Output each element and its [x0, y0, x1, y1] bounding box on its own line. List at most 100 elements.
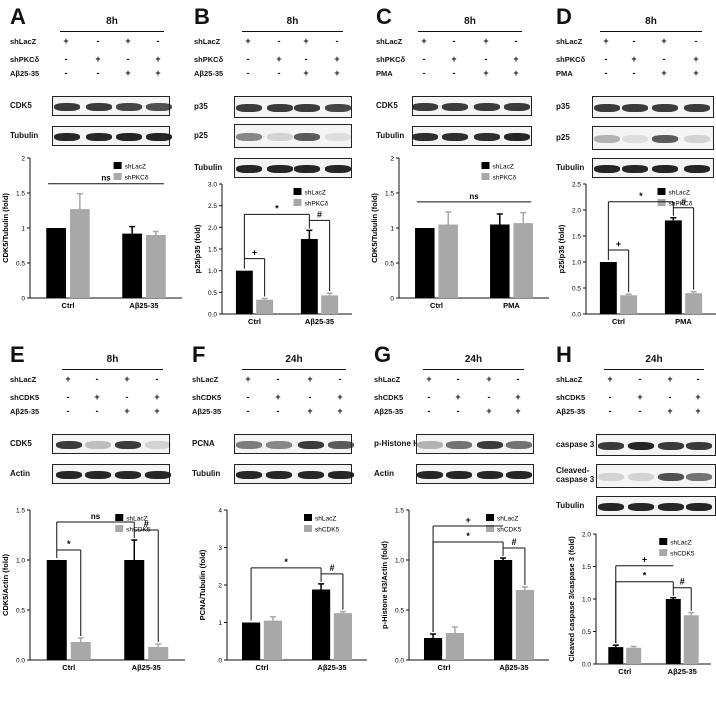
- y-tick-label: 0.5: [572, 286, 581, 293]
- plus-sign: +: [124, 406, 130, 416]
- protein-band: [266, 441, 292, 449]
- significance-marker: #: [680, 577, 685, 587]
- y-tick-label: 1: [21, 226, 25, 233]
- protein-band: [622, 104, 648, 112]
- plus-sign: +: [337, 406, 343, 416]
- legend-swatch: [115, 525, 124, 532]
- significance-marker: #: [681, 197, 686, 207]
- x-category-label: Ctrl: [256, 663, 269, 672]
- western-blot-strip: [412, 96, 532, 116]
- blot-label: CDK5: [10, 439, 32, 448]
- plus-sign: +: [661, 68, 667, 78]
- legend-swatch: [481, 162, 490, 169]
- bar: [513, 223, 533, 298]
- blot-label: p35: [556, 102, 570, 111]
- western-blot-strip: [416, 464, 534, 484]
- significance-marker: +: [252, 248, 257, 258]
- legend-label: shLacZ: [670, 540, 691, 547]
- protein-band: [442, 103, 468, 111]
- protein-band: [628, 503, 654, 511]
- x-category-label: Aβ25-35: [132, 663, 161, 672]
- panel-letter: G: [374, 342, 392, 367]
- time-bracket-line: [242, 369, 346, 370]
- minus-sign: -: [484, 54, 488, 64]
- minus-sign: -: [427, 392, 431, 402]
- panel-b: B 8h shLacZ + - + - shPKCδ - + - + Aβ25-35 - - + + p35 p25…: [182, 0, 352, 336]
- minus-sign: -: [632, 36, 636, 46]
- significance-marker: *: [466, 531, 470, 541]
- y-tick-label: 1.5: [385, 191, 394, 198]
- legend-label: shPKCδ: [493, 175, 517, 182]
- blot-label: caspase 3: [556, 440, 595, 449]
- minus-sign: -: [668, 392, 672, 402]
- bar: [311, 589, 331, 660]
- bar-chart: 0 0.5 1 1.5 2 CDK5/Tubulin (fold) Ctrl Aβ25-35 s…: [1, 156, 182, 310]
- legend-swatch: [659, 538, 668, 545]
- bar: [256, 299, 274, 314]
- blot-label: Cleaved- caspase 3: [556, 466, 595, 484]
- y-tick-label: 2: [218, 583, 222, 590]
- minus-sign: -: [694, 36, 698, 46]
- y-tick-label: 0.0: [16, 658, 25, 665]
- x-category-label: Aβ25-35: [317, 663, 346, 672]
- x-category-label: Ctrl: [612, 317, 625, 326]
- bar-chart: 0.0 0.5 1.0 1.5 p-Histone H3/Actin (fold) Ctr…: [380, 508, 549, 672]
- condition-label: shPKCδ: [10, 55, 40, 64]
- plus-sign: +: [421, 36, 427, 46]
- protein-band: [115, 441, 141, 449]
- plus-sign: +: [124, 374, 130, 384]
- bar: [241, 622, 261, 660]
- y-tick-label: 0.5: [16, 261, 25, 268]
- protein-band: [328, 471, 354, 479]
- minus-sign: -: [276, 406, 280, 416]
- y-tick-label: 1: [218, 620, 222, 627]
- blot-label: p25: [194, 131, 208, 140]
- plus-sign: +: [513, 68, 519, 78]
- plus-sign: +: [307, 374, 313, 384]
- condition-label: shLacZ: [376, 37, 403, 46]
- x-category-label: Aβ25-35: [129, 301, 158, 310]
- panel-letter: B: [194, 4, 210, 29]
- blot-label: Tubulin: [556, 501, 585, 510]
- bar: [235, 270, 253, 314]
- protein-band: [477, 471, 503, 479]
- bar: [423, 638, 443, 660]
- legend-label: shCDK5: [315, 527, 340, 534]
- protein-band: [116, 103, 142, 111]
- x-category-label: Aβ25-35: [668, 667, 697, 676]
- protein-band: [56, 441, 82, 449]
- panel-a: A 8h shLacZ + - + - shPKCδ - + - + Aβ25-35 - - + + CDK5 Tu…: [0, 0, 182, 336]
- blot-label: Tubulin: [556, 163, 585, 172]
- plus-sign: +: [513, 54, 519, 64]
- y-axis-label: CDK5/Tubulin (fold): [1, 193, 10, 263]
- protein-band: [446, 441, 472, 449]
- y-axis-label: CDK5/Actin (fold): [1, 553, 10, 616]
- y-tick-label: 2.0: [572, 208, 581, 215]
- protein-band: [85, 441, 111, 449]
- condition-label: shLacZ: [192, 375, 219, 384]
- legend-label: shLacZ: [669, 190, 690, 197]
- western-blot-strip: [52, 434, 171, 454]
- bar: [664, 220, 682, 314]
- panel-letter: A: [10, 4, 26, 29]
- y-tick-label: 1.5: [395, 508, 404, 515]
- bar: [70, 642, 91, 660]
- plus-sign: +: [337, 392, 343, 402]
- x-category-label: Ctrl: [618, 667, 631, 676]
- protein-band: [598, 442, 624, 450]
- x-category-label: Ctrl: [248, 317, 261, 326]
- blot-label: p25: [556, 133, 570, 142]
- bar: [415, 228, 435, 298]
- panel-h: H 24h shLacZ + - + - shCDK5 - + - + Aβ25-35 - - + + caspa…: [546, 338, 716, 676]
- plus-sign: +: [245, 36, 251, 46]
- condition-label: Aβ25-35: [10, 69, 40, 78]
- y-tick-label: 3: [218, 545, 222, 552]
- legend-swatch: [481, 173, 490, 180]
- plus-sign: +: [303, 36, 309, 46]
- western-blot-strip: [416, 434, 534, 454]
- protein-band: [294, 133, 320, 141]
- y-tick-label: 1.0: [582, 597, 591, 604]
- minus-sign: -: [64, 68, 68, 78]
- western-blot-strip: [234, 434, 354, 454]
- protein-band: [684, 165, 710, 173]
